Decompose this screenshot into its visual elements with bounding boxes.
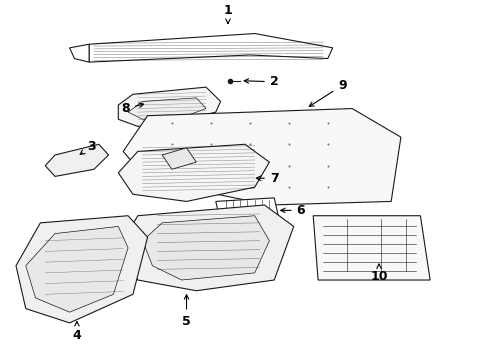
Polygon shape <box>313 216 430 280</box>
Text: 7: 7 <box>256 172 279 185</box>
Text: 4: 4 <box>73 321 81 342</box>
Polygon shape <box>118 144 270 202</box>
Text: 2: 2 <box>244 75 279 88</box>
Text: 8: 8 <box>122 102 144 115</box>
Text: 6: 6 <box>281 204 305 217</box>
Text: 3: 3 <box>80 140 96 154</box>
Polygon shape <box>89 33 333 62</box>
Polygon shape <box>70 44 89 62</box>
Text: 9: 9 <box>309 79 347 107</box>
Polygon shape <box>162 148 196 169</box>
Text: 1: 1 <box>223 4 232 23</box>
Polygon shape <box>16 216 147 323</box>
Polygon shape <box>118 205 294 291</box>
Polygon shape <box>128 98 206 119</box>
Text: 5: 5 <box>182 295 191 328</box>
Text: 10: 10 <box>370 264 388 283</box>
Polygon shape <box>143 216 270 280</box>
Polygon shape <box>45 144 109 176</box>
Polygon shape <box>26 226 128 312</box>
Polygon shape <box>118 87 220 126</box>
Polygon shape <box>216 198 279 223</box>
Polygon shape <box>123 109 401 205</box>
